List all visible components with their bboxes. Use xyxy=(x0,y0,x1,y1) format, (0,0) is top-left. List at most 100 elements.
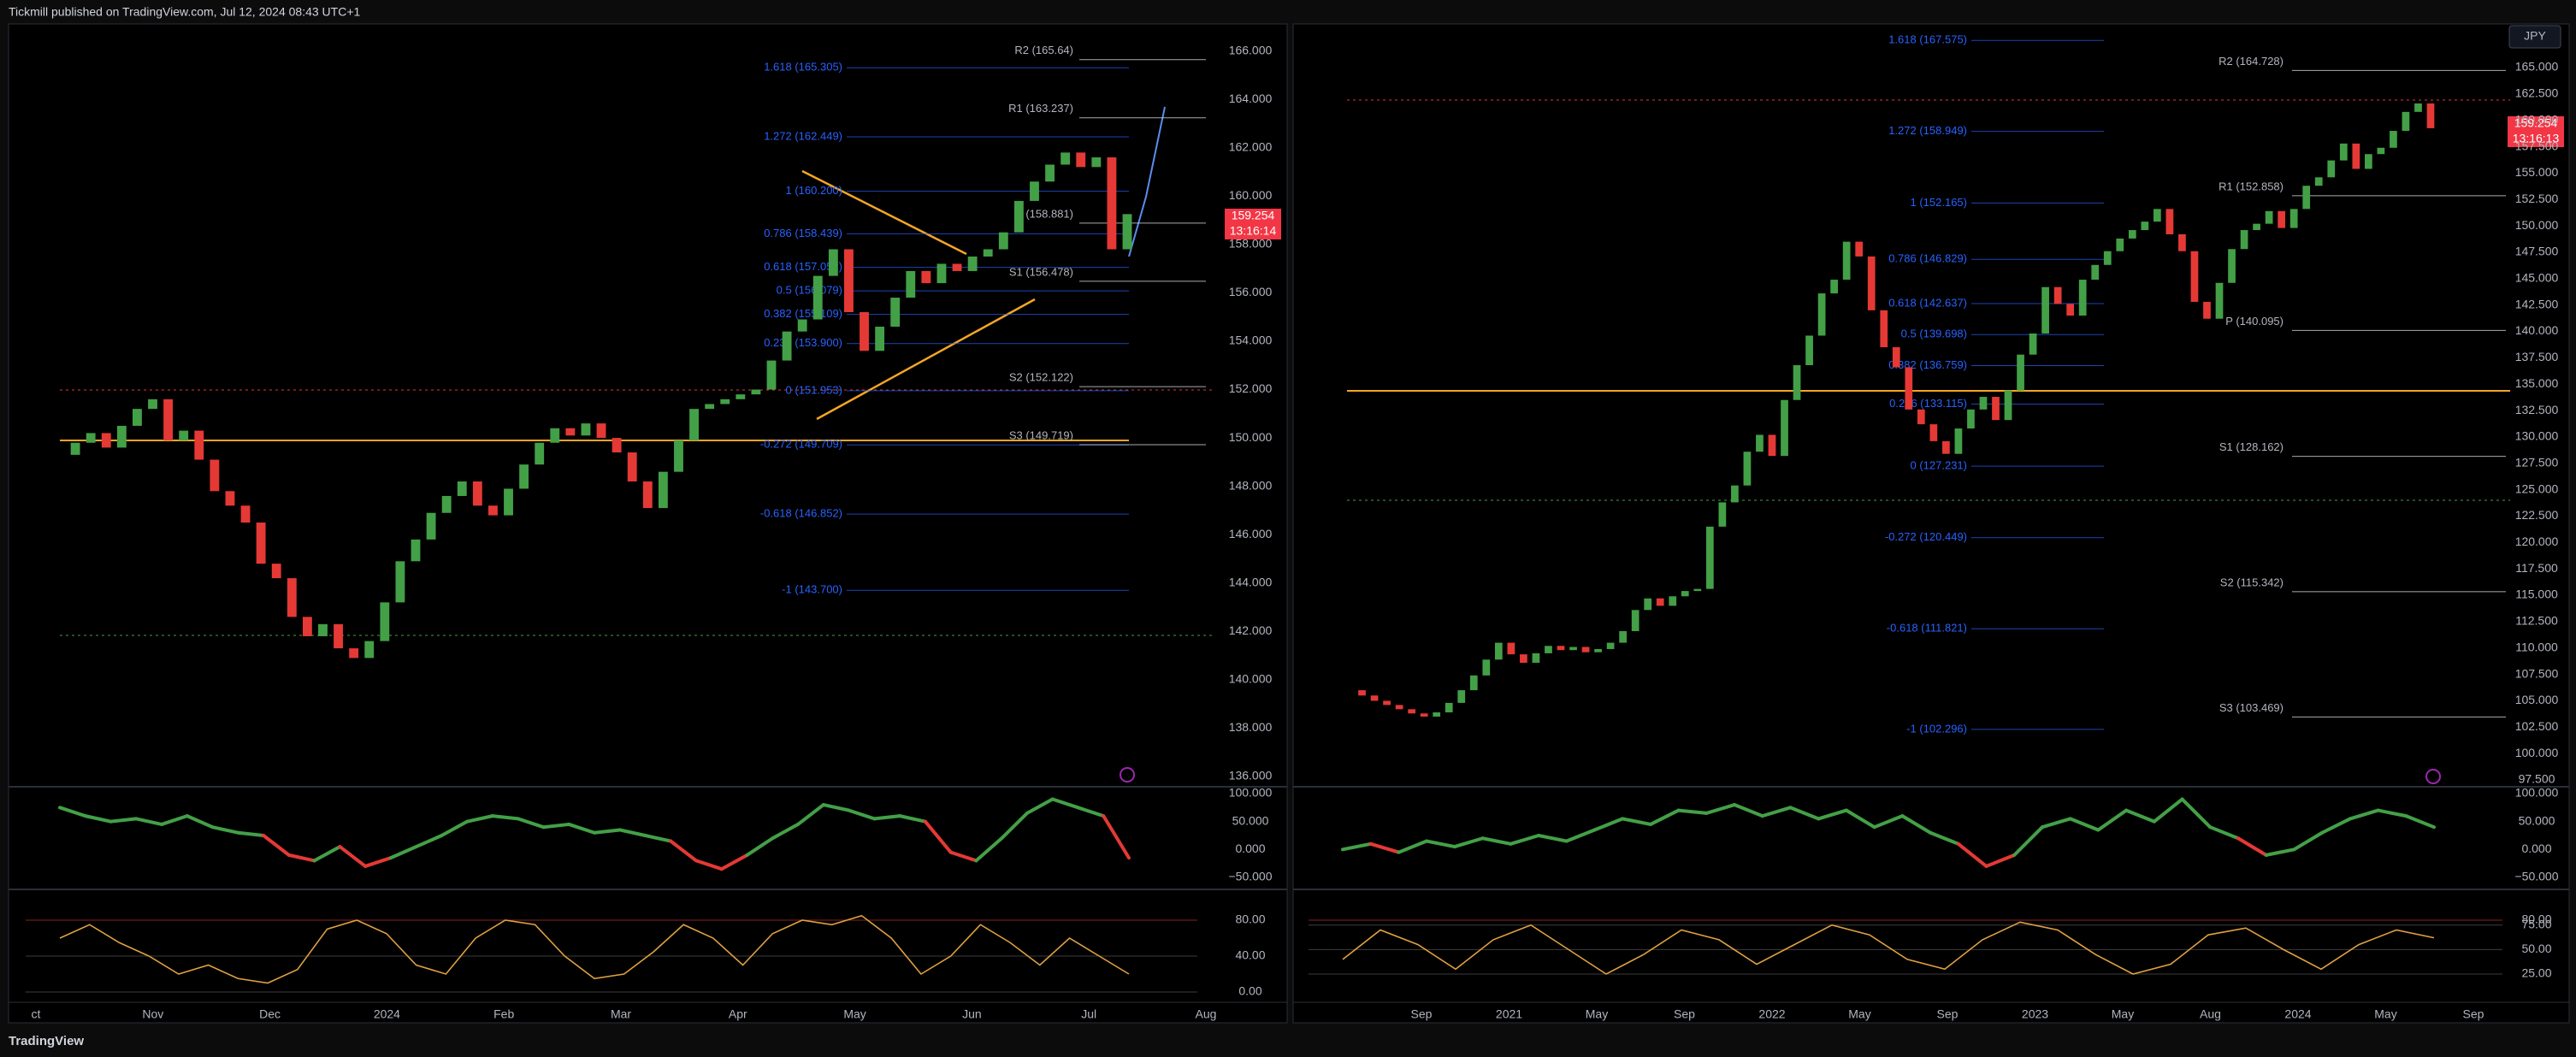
x-axis-label: May xyxy=(843,1007,866,1021)
momentum-segment xyxy=(1956,841,1988,868)
candle xyxy=(287,578,297,617)
momentum-segment xyxy=(312,845,342,863)
candle xyxy=(1457,690,1466,703)
pivot-label: P (140.095) xyxy=(2225,315,2284,328)
candle xyxy=(70,442,80,455)
candle xyxy=(2302,186,2311,210)
candle xyxy=(2339,143,2348,161)
candle xyxy=(1705,526,1714,589)
candle xyxy=(1433,712,1441,717)
osc-tick-label: 50.00 xyxy=(2521,942,2551,955)
candle xyxy=(1954,428,1963,454)
candle xyxy=(689,409,699,440)
momentum-segment xyxy=(643,834,673,843)
price-tick-label: 142.500 xyxy=(2515,297,2559,310)
momentum-segment xyxy=(694,859,724,871)
candle xyxy=(116,425,127,448)
candle xyxy=(998,232,1008,250)
last-price: 159.254 xyxy=(1232,209,1275,222)
candle xyxy=(1681,591,1689,597)
currency-button[interactable] xyxy=(2508,25,2561,49)
fib-label: -0.618 (146.852) xyxy=(760,507,842,520)
candle xyxy=(1830,280,1838,294)
candle xyxy=(1929,424,1938,441)
momentum-segment xyxy=(1788,806,1821,821)
candle xyxy=(2004,390,2012,421)
fib-label: 1.618 (165.305) xyxy=(764,61,842,74)
candle xyxy=(2029,333,2037,355)
candle xyxy=(1967,409,1975,429)
candle xyxy=(797,319,807,332)
price-tick-label: 156.000 xyxy=(1229,285,1273,298)
candle xyxy=(2253,223,2260,231)
pivot-label: R1 (163.237) xyxy=(1008,102,1073,115)
candle xyxy=(1892,347,1900,368)
momentum-segment xyxy=(1648,808,1681,826)
candle xyxy=(1569,647,1577,651)
momentum-segment xyxy=(1984,853,2017,868)
fib-label: -0.618 (111.821) xyxy=(1887,622,1967,635)
x-axis-label: 2023 xyxy=(2022,1007,2048,1021)
candle xyxy=(1979,397,1988,410)
price-tick-label: 152.000 xyxy=(1229,381,1273,395)
momentum-segment xyxy=(2068,817,2100,832)
candle xyxy=(1880,310,1888,348)
momentum-tick-label: 50.000 xyxy=(2519,813,2555,827)
candle xyxy=(2402,111,2410,132)
momentum-segment xyxy=(719,853,749,871)
price-tick-label: 127.500 xyxy=(2515,455,2559,469)
lightning-icon[interactable] xyxy=(2425,769,2441,784)
fib-label: 0.382 (155.109) xyxy=(764,307,842,320)
momentum-segment xyxy=(1480,836,1513,846)
x-axis-label: ct xyxy=(32,1007,41,1021)
price-badge xyxy=(2508,116,2564,147)
momentum-segment xyxy=(1368,841,1401,854)
lightning-icon[interactable] xyxy=(1120,767,1135,782)
candle xyxy=(1532,653,1540,664)
x-axis-label: Nov xyxy=(142,1007,163,1021)
pivot-label: R2 (164.728) xyxy=(2219,55,2284,68)
candle xyxy=(952,263,962,271)
momentum-segment xyxy=(2348,808,2380,821)
candle xyxy=(1545,646,1552,653)
price-tick-label: 132.500 xyxy=(2515,403,2559,416)
candle xyxy=(1420,713,1428,717)
x-axis-label: May xyxy=(2374,1007,2396,1021)
candle xyxy=(2128,230,2136,239)
candle xyxy=(2066,304,2075,316)
currency[interactable]: JPY xyxy=(2524,29,2546,43)
candle xyxy=(565,428,576,436)
x-axis-label: May xyxy=(1586,1007,1608,1021)
footer-brand: TradingView xyxy=(9,1034,84,1048)
candle xyxy=(2053,286,2062,304)
fib-label: 1.272 (158.949) xyxy=(1888,124,1967,137)
candle xyxy=(1581,647,1590,653)
candle xyxy=(163,399,174,440)
candle xyxy=(472,481,482,506)
countdown: 13:16:14 xyxy=(1230,224,1277,238)
fib-label: 0.236 (133.115) xyxy=(1889,397,1967,410)
momentum-segment xyxy=(1537,834,1569,843)
momentum-segment xyxy=(1000,811,1029,841)
candle xyxy=(86,433,96,443)
price-tick-label: 158.000 xyxy=(1229,237,1273,251)
candle xyxy=(179,430,189,440)
momentum-segment xyxy=(2236,836,2268,857)
momentum-segment xyxy=(414,834,444,849)
momentum-segment xyxy=(1592,817,1625,832)
candle xyxy=(1445,702,1453,713)
price-tick-label: 100.000 xyxy=(2515,746,2559,759)
candle xyxy=(1781,399,1788,457)
fib-label: 0.618 (157.052) xyxy=(764,260,842,273)
candle xyxy=(2327,160,2336,178)
price-tick-label: 135.000 xyxy=(2515,376,2559,390)
momentum-segment xyxy=(1705,803,1737,815)
momentum-segment xyxy=(1509,834,1541,846)
momentum-segment xyxy=(2012,825,2044,857)
fib-label: 0.236 (153.900) xyxy=(764,336,842,349)
candle xyxy=(612,438,622,453)
price-tick-label: 140.000 xyxy=(2515,323,2559,337)
momentum-segment xyxy=(236,830,266,837)
price-tick-label: 137.500 xyxy=(2515,350,2559,363)
candle xyxy=(1122,214,1132,250)
